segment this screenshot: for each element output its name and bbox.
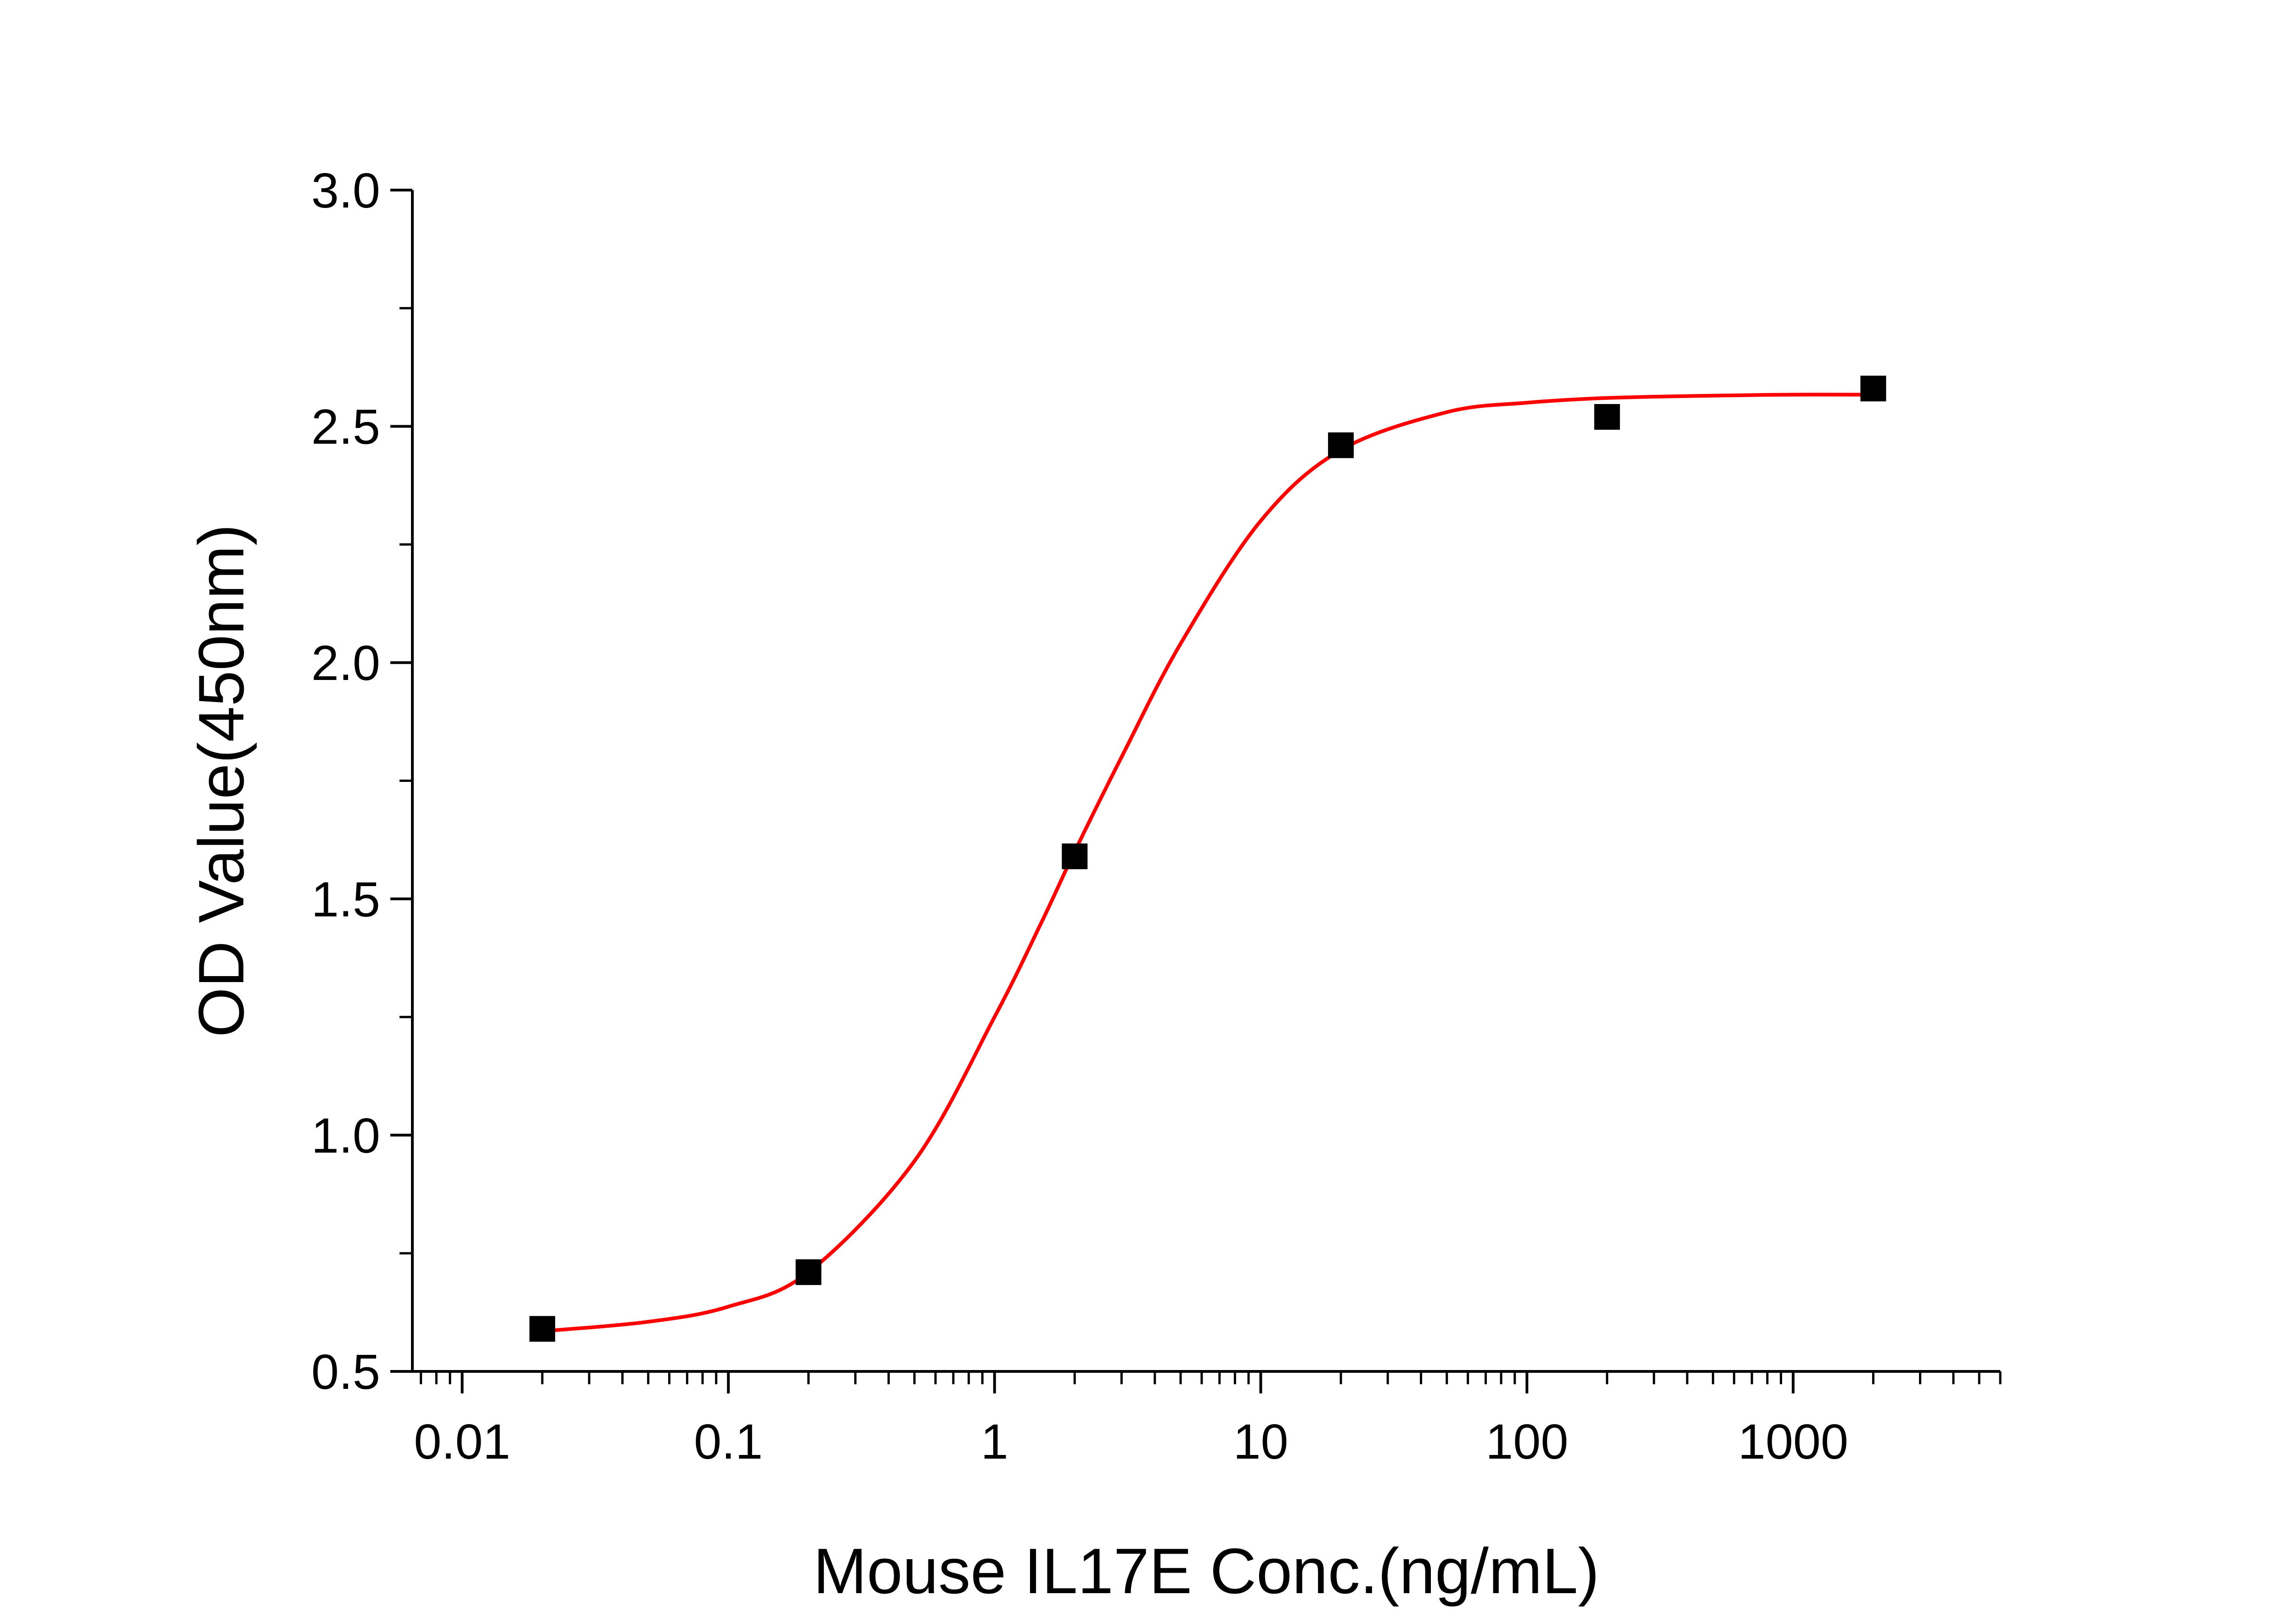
x-tick-label: 1: [981, 1414, 1008, 1469]
y-tick-label: 2.5: [311, 399, 380, 455]
x-tick-label: 0.1: [694, 1414, 763, 1469]
x-axis-ticks: 0.01 0.1 1 10 100 1000: [414, 1371, 2002, 1469]
data-point: [1062, 843, 1088, 870]
data-points-layer: [529, 376, 1886, 1342]
x-tick-label: 10: [1233, 1414, 1288, 1469]
y-tick-label: 0.5: [311, 1344, 380, 1399]
x-tick-label: 1000: [1738, 1414, 1848, 1469]
y-axis-title: OD Value(450nm): [185, 524, 257, 1038]
data-point: [795, 1259, 822, 1285]
y-tick-label: 3.0: [311, 163, 380, 218]
data-point: [1594, 404, 1620, 430]
data-point: [529, 1316, 555, 1342]
x-tick-label: 100: [1486, 1414, 1568, 1469]
x-axis-title: Mouse IL17E Conc.(ng/mL): [813, 1535, 1599, 1607]
data-point: [1328, 432, 1354, 458]
data-point: [1860, 376, 1886, 402]
y-tick-label: 2.0: [311, 635, 380, 691]
y-tick-label: 1.5: [311, 871, 380, 927]
x-tick-label: 0.01: [414, 1414, 510, 1469]
y-tick-label: 1.0: [311, 1107, 380, 1163]
y-axis-ticks: 0.5 1.0 1.5 2.0 2.5 3.0: [311, 163, 412, 1399]
